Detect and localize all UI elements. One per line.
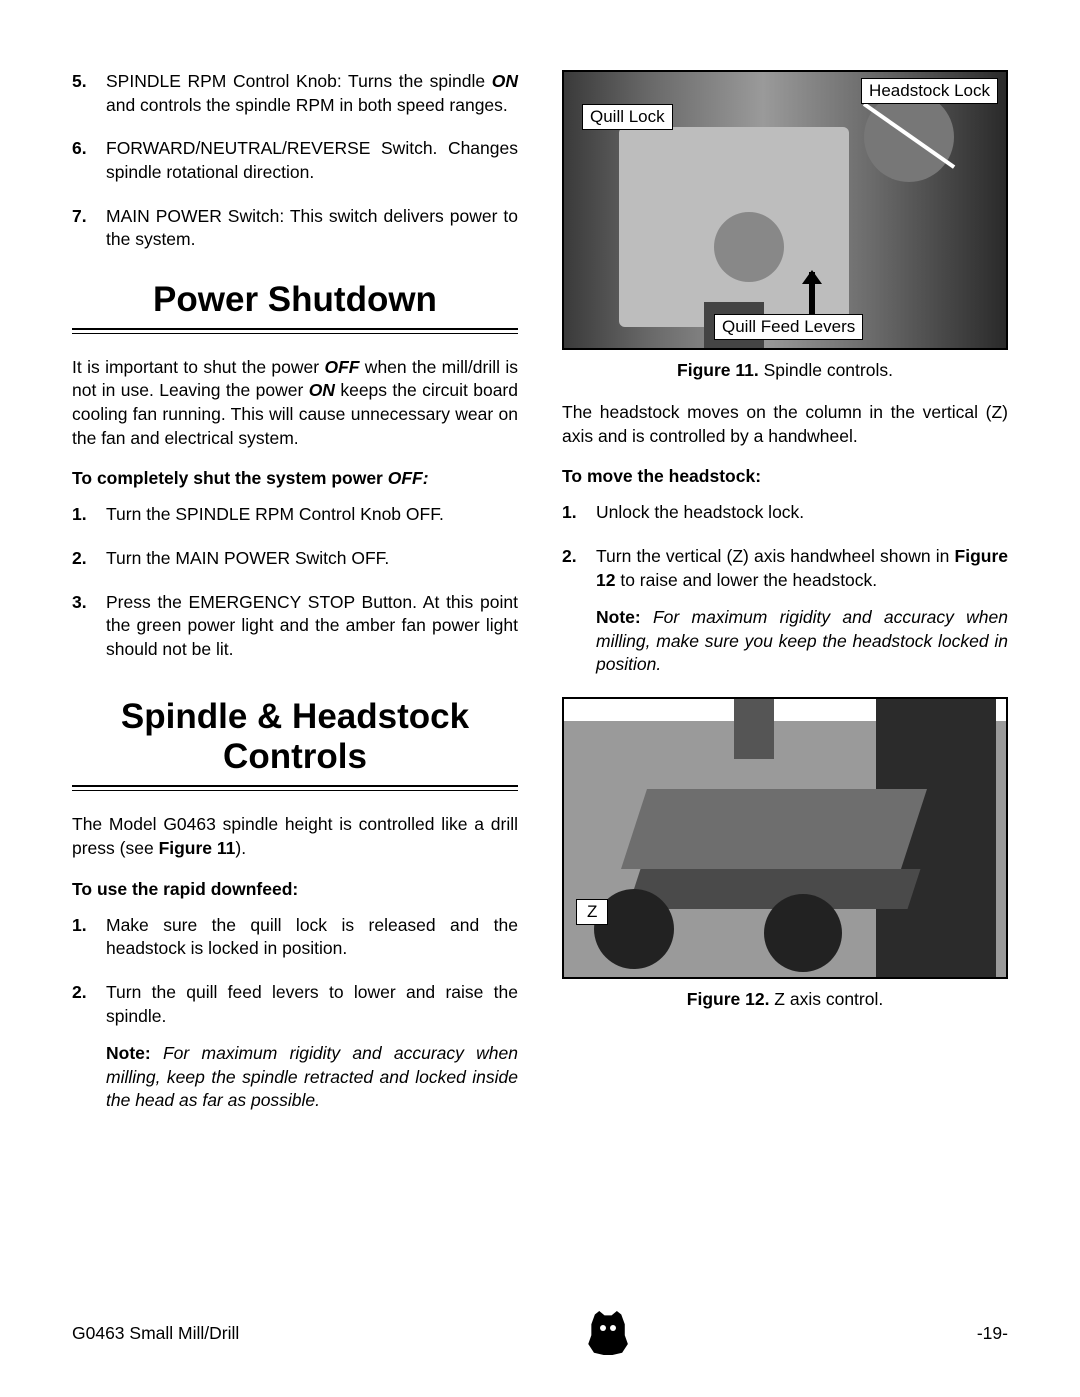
item-text: Make sure the quill lock is released and…: [106, 914, 518, 961]
heading-power-shutdown: Power Shutdown: [72, 280, 518, 320]
callout-headstock-lock: Headstock Lock: [861, 78, 998, 104]
item-number: 1.: [562, 501, 596, 525]
note: Note: For maximum rigidity and accuracy …: [106, 1042, 518, 1113]
bear-logo-icon: [586, 1311, 630, 1355]
figure-11: Quill Lock Headstock Lock Quill Feed Lev…: [562, 70, 1008, 350]
item-number: 2.: [562, 545, 596, 677]
right-column: Quill Lock Headstock Lock Quill Feed Lev…: [562, 70, 1008, 1133]
page-footer: G0463 Small Mill/Drill -19-: [72, 1311, 1008, 1355]
item-text: Unlock the headstock lock.: [596, 501, 1008, 525]
item-number: 3.: [72, 591, 106, 662]
list-item: 5. SPINDLE RPM Control Knob: Turns the s…: [72, 70, 518, 117]
list-item: 1. Unlock the headstock lock.: [562, 501, 1008, 525]
figure-12: Z: [562, 697, 1008, 979]
item-text: Press the EMERGENCY STOP Button. At this…: [106, 591, 518, 662]
figure-11-caption: Figure 11. Spindle controls.: [562, 360, 1008, 381]
footer-page-number: -19-: [977, 1323, 1008, 1344]
rule: [72, 333, 518, 334]
move-lead: To move the headstock:: [562, 466, 1008, 487]
item-text: Turn the SPINDLE RPM Control Knob OFF.: [106, 503, 518, 527]
rule: [72, 328, 518, 330]
list-item: 6. FORWARD/NEUTRAL/REVERSE Switch. Chang…: [72, 137, 518, 184]
list-item: 7. MAIN POWER Switch: This switch delive…: [72, 205, 518, 252]
item-text: FORWARD/NEUTRAL/REVERSE Switch. Changes …: [106, 137, 518, 184]
callout-quill-lock: Quill Lock: [582, 104, 673, 130]
item-number: 2.: [72, 547, 106, 571]
item-number: 1.: [72, 503, 106, 527]
note: Note: For maximum rigidity and accuracy …: [596, 606, 1008, 677]
item-text: MAIN POWER Switch: This switch delivers …: [106, 205, 518, 252]
item-number: 6.: [72, 137, 106, 184]
item-number: 7.: [72, 205, 106, 252]
rule: [72, 785, 518, 787]
item-text: Turn the MAIN POWER Switch OFF.: [106, 547, 518, 571]
spindle-paragraph: The Model G0463 spindle height is contro…: [72, 813, 518, 860]
footer-left: G0463 Small Mill/Drill: [72, 1323, 239, 1344]
list-item: 2. Turn the quill feed levers to lower a…: [72, 981, 518, 1113]
rule: [72, 790, 518, 791]
list-item: 2. Turn the vertical (Z) axis handwheel …: [562, 545, 1008, 677]
figure-12-caption: Figure 12. Z axis control.: [562, 989, 1008, 1010]
headstock-paragraph: The headstock moves on the column in the…: [562, 401, 1008, 448]
power-paragraph: It is important to shut the power OFF wh…: [72, 356, 518, 451]
item-number: 5.: [72, 70, 106, 117]
item-text: Turn the quill feed levers to lower and …: [106, 981, 518, 1113]
list-item: 1. Turn the SPINDLE RPM Control Knob OFF…: [72, 503, 518, 527]
callout-z: Z: [576, 899, 608, 925]
callout-quill-feed: Quill Feed Levers: [714, 314, 863, 340]
left-column: 5. SPINDLE RPM Control Knob: Turns the s…: [72, 70, 518, 1133]
list-item: 2. Turn the MAIN POWER Switch OFF.: [72, 547, 518, 571]
downfeed-lead: To use the rapid downfeed:: [72, 879, 518, 900]
list-item: 3. Press the EMERGENCY STOP Button. At t…: [72, 591, 518, 662]
item-text: Turn the vertical (Z) axis handwheel sho…: [596, 545, 1008, 677]
power-lead: To completely shut the system power OFF:: [72, 468, 518, 489]
heading-spindle-headstock: Spindle & Headstock Controls: [72, 697, 518, 777]
item-text: SPINDLE RPM Control Knob: Turns the spin…: [106, 70, 518, 117]
item-number: 1.: [72, 914, 106, 961]
item-number: 2.: [72, 981, 106, 1113]
list-item: 1. Make sure the quill lock is released …: [72, 914, 518, 961]
